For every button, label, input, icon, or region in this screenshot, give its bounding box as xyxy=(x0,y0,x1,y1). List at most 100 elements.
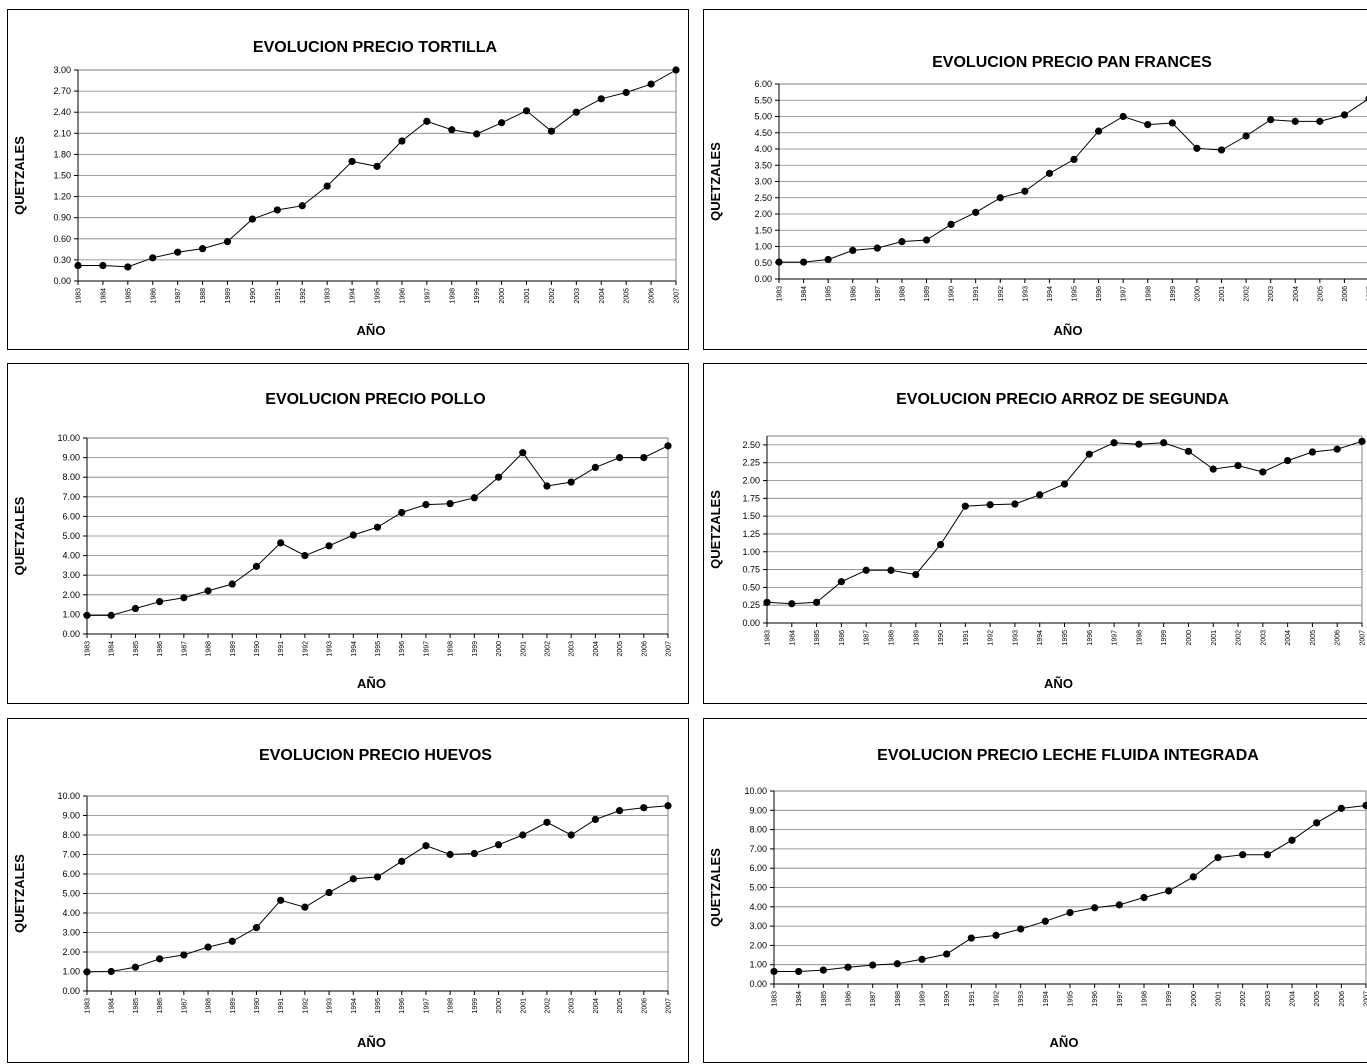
y-tick-label: 1.50 xyxy=(742,511,760,521)
data-point xyxy=(923,236,930,243)
data-point xyxy=(1242,132,1249,139)
data-point xyxy=(1313,819,1320,826)
data-point xyxy=(943,950,950,957)
x-tick-label: 1989 xyxy=(913,630,920,646)
x-tick-label: 1984 xyxy=(789,630,796,646)
x-tick-label: 1988 xyxy=(899,286,906,302)
x-tick-label: 1986 xyxy=(839,630,846,646)
x-tick-label: 1984 xyxy=(801,286,808,302)
data-point xyxy=(894,960,901,967)
data-point xyxy=(108,612,115,619)
data-point xyxy=(947,221,954,228)
x-tick-label: 1990 xyxy=(254,641,261,657)
data-point xyxy=(253,924,260,931)
data-point xyxy=(1160,439,1167,446)
x-tick-label: 2006 xyxy=(641,998,648,1014)
x-tick-label: 2000 xyxy=(1191,991,1198,1007)
y-tick-label: 7.00 xyxy=(62,850,80,860)
x-tick-label: 1989 xyxy=(920,991,927,1007)
y-tick-label: 2.25 xyxy=(742,458,760,468)
x-tick-label: 2005 xyxy=(617,998,624,1014)
x-tick-label: 1999 xyxy=(1161,630,1168,646)
data-point xyxy=(1210,466,1217,473)
x-tick-label: 1996 xyxy=(1096,286,1103,302)
data-point xyxy=(838,578,845,585)
x-tick-label: 1994 xyxy=(351,998,358,1014)
y-tick-label: 3.00 xyxy=(754,177,772,187)
y-tick-label: 9.00 xyxy=(62,453,80,463)
y-tick-label: 3.00 xyxy=(62,928,80,938)
data-point xyxy=(447,851,454,858)
data-point xyxy=(1110,439,1117,446)
x-tick-label: 2005 xyxy=(624,288,631,304)
x-tick-label: 1983 xyxy=(765,630,772,646)
data-point xyxy=(495,474,502,481)
x-tick-label: 1983 xyxy=(85,641,92,657)
data-point xyxy=(987,501,994,508)
data-point xyxy=(962,503,969,510)
data-point xyxy=(616,807,623,814)
x-tick-label: 2004 xyxy=(1285,630,1292,646)
x-tick-label: 1998 xyxy=(448,998,455,1014)
x-tick-label: 2000 xyxy=(499,288,506,304)
series-line xyxy=(767,441,1362,604)
chart-title: EVOLUCION PRECIO TORTILLA xyxy=(253,39,498,56)
x-tick-label: 2007 xyxy=(674,288,681,304)
y-tick-label: 4.50 xyxy=(754,128,772,138)
x-tick-label: 1998 xyxy=(1145,286,1152,302)
x-tick-label: 1993 xyxy=(325,288,332,304)
data-point xyxy=(664,442,671,449)
data-point xyxy=(1120,113,1127,120)
data-point xyxy=(937,541,944,548)
x-tick-label: 1991 xyxy=(963,630,970,646)
data-point xyxy=(473,130,480,137)
data-point xyxy=(74,262,81,269)
y-tick-label: 2.70 xyxy=(53,86,71,96)
data-point xyxy=(1214,854,1221,861)
data-point xyxy=(820,967,827,974)
y-tick-label: 1.20 xyxy=(53,192,71,202)
x-tick-label: 1999 xyxy=(474,288,481,304)
x-tick-label: 1993 xyxy=(1022,286,1029,302)
x-tick-label: 2000 xyxy=(496,998,503,1014)
y-axis-label: QUETZALES xyxy=(708,142,723,221)
data-point xyxy=(224,238,231,245)
data-point xyxy=(471,850,478,857)
x-tick-label: 1992 xyxy=(302,641,309,657)
data-point xyxy=(1341,111,1348,118)
x-tick-label: 2000 xyxy=(1194,286,1201,302)
data-point xyxy=(99,262,106,269)
y-tick-label: 5.00 xyxy=(749,883,767,893)
x-tick-label: 1984 xyxy=(100,288,107,304)
data-point xyxy=(83,968,90,975)
data-point xyxy=(543,482,550,489)
data-point xyxy=(825,256,832,263)
chart-leche-fluida-integrada: EVOLUCION PRECIO LECHE FLUIDA INTEGRADA0… xyxy=(704,719,1367,1064)
x-tick-label: 1992 xyxy=(988,630,995,646)
x-tick-label: 1990 xyxy=(254,998,261,1014)
chart-title: EVOLUCION PRECIO POLLO xyxy=(265,391,485,408)
x-tick-label: 2005 xyxy=(1310,630,1317,646)
y-tick-label: 0.00 xyxy=(53,276,71,286)
x-tick-label: 2003 xyxy=(569,998,576,1014)
y-tick-label: 8.00 xyxy=(62,830,80,840)
x-tick-label: 2006 xyxy=(1339,991,1346,1007)
x-axis-label: AÑO xyxy=(1044,676,1073,691)
data-point xyxy=(277,539,284,546)
x-tick-label: 1985 xyxy=(826,286,833,302)
data-point xyxy=(912,571,919,578)
data-point xyxy=(598,95,605,102)
y-tick-label: 0.75 xyxy=(742,565,760,575)
data-point xyxy=(519,831,526,838)
y-tick-label: 0.00 xyxy=(62,629,80,639)
y-tick-label: 1.25 xyxy=(742,529,760,539)
data-point xyxy=(1264,851,1271,858)
data-point xyxy=(498,119,505,126)
y-tick-label: 10.00 xyxy=(744,786,767,796)
data-point xyxy=(422,842,429,849)
data-point xyxy=(640,804,647,811)
y-axis-label: QUETZALES xyxy=(708,848,723,927)
